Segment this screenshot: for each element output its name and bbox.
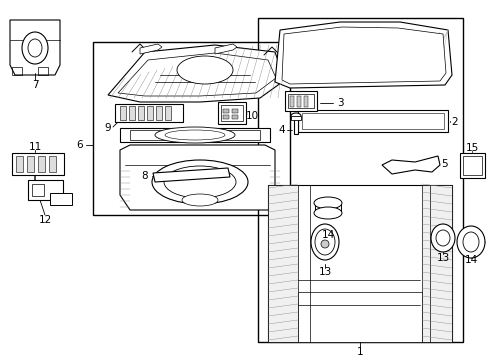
Ellipse shape	[290, 113, 301, 119]
Polygon shape	[108, 45, 285, 102]
Text: 13: 13	[435, 253, 448, 263]
Bar	[258, 18, 462, 342]
Ellipse shape	[456, 226, 484, 258]
Bar	[120, 106, 126, 120]
Polygon shape	[118, 53, 275, 96]
Text: 2: 2	[451, 117, 457, 127]
Bar	[297, 110, 447, 132]
Polygon shape	[153, 168, 229, 182]
Ellipse shape	[155, 127, 235, 143]
Bar	[223, 115, 228, 119]
Ellipse shape	[435, 230, 449, 246]
Bar	[12, 67, 22, 75]
Text: 14: 14	[321, 230, 334, 240]
Text: 8: 8	[142, 171, 148, 181]
Text: 6: 6	[77, 140, 83, 150]
Bar	[287, 94, 313, 108]
Ellipse shape	[313, 197, 341, 209]
Text: 13: 13	[318, 267, 331, 277]
Bar	[147, 106, 153, 120]
Bar	[459, 153, 484, 178]
Bar	[164, 106, 171, 120]
Text: 9: 9	[104, 123, 111, 133]
Polygon shape	[140, 44, 162, 54]
Bar	[50, 193, 72, 205]
Bar	[115, 104, 183, 122]
Ellipse shape	[430, 224, 454, 252]
Polygon shape	[274, 22, 451, 88]
Bar	[38, 67, 48, 75]
Ellipse shape	[177, 56, 232, 84]
Bar	[218, 102, 245, 124]
Text: 5: 5	[441, 159, 447, 169]
Bar	[290, 116, 301, 120]
Ellipse shape	[182, 194, 218, 206]
Bar	[138, 106, 143, 120]
Polygon shape	[282, 27, 445, 84]
Bar	[231, 109, 238, 113]
Ellipse shape	[320, 240, 328, 248]
Text: 7: 7	[32, 80, 38, 90]
Bar	[293, 118, 297, 134]
Ellipse shape	[28, 39, 42, 57]
Bar	[231, 115, 238, 119]
Bar	[297, 292, 421, 342]
Text: 14: 14	[464, 255, 477, 265]
Bar	[12, 153, 64, 175]
Ellipse shape	[164, 130, 224, 140]
Bar	[156, 106, 162, 120]
Polygon shape	[381, 156, 439, 174]
Polygon shape	[120, 128, 269, 142]
Bar	[32, 184, 44, 196]
Ellipse shape	[310, 224, 338, 260]
Bar	[302, 113, 443, 129]
Bar	[304, 96, 307, 107]
Bar	[289, 96, 293, 107]
Text: 15: 15	[465, 143, 478, 153]
Bar	[462, 156, 481, 175]
Text: 1: 1	[356, 347, 363, 357]
Bar	[93, 42, 289, 215]
Ellipse shape	[314, 229, 334, 255]
Bar	[27, 156, 34, 172]
Bar	[16, 156, 23, 172]
Polygon shape	[215, 44, 237, 54]
Bar	[421, 185, 451, 342]
Ellipse shape	[152, 160, 247, 204]
Polygon shape	[10, 20, 60, 75]
Text: 10: 10	[245, 111, 258, 121]
Ellipse shape	[313, 207, 341, 219]
Ellipse shape	[462, 232, 478, 252]
Text: 4: 4	[278, 125, 285, 135]
Text: 3: 3	[336, 98, 343, 108]
Ellipse shape	[163, 166, 236, 198]
Bar	[285, 91, 316, 111]
Ellipse shape	[22, 32, 48, 64]
Polygon shape	[267, 185, 451, 342]
Bar	[129, 106, 135, 120]
Text: 12: 12	[38, 215, 52, 225]
Polygon shape	[130, 130, 260, 140]
Bar	[296, 96, 301, 107]
Bar	[38, 156, 45, 172]
Bar	[28, 180, 63, 200]
Bar	[223, 109, 228, 113]
Polygon shape	[120, 145, 274, 210]
Bar	[267, 185, 297, 342]
Bar	[221, 105, 243, 121]
Bar	[49, 156, 56, 172]
Text: 11: 11	[28, 142, 41, 152]
